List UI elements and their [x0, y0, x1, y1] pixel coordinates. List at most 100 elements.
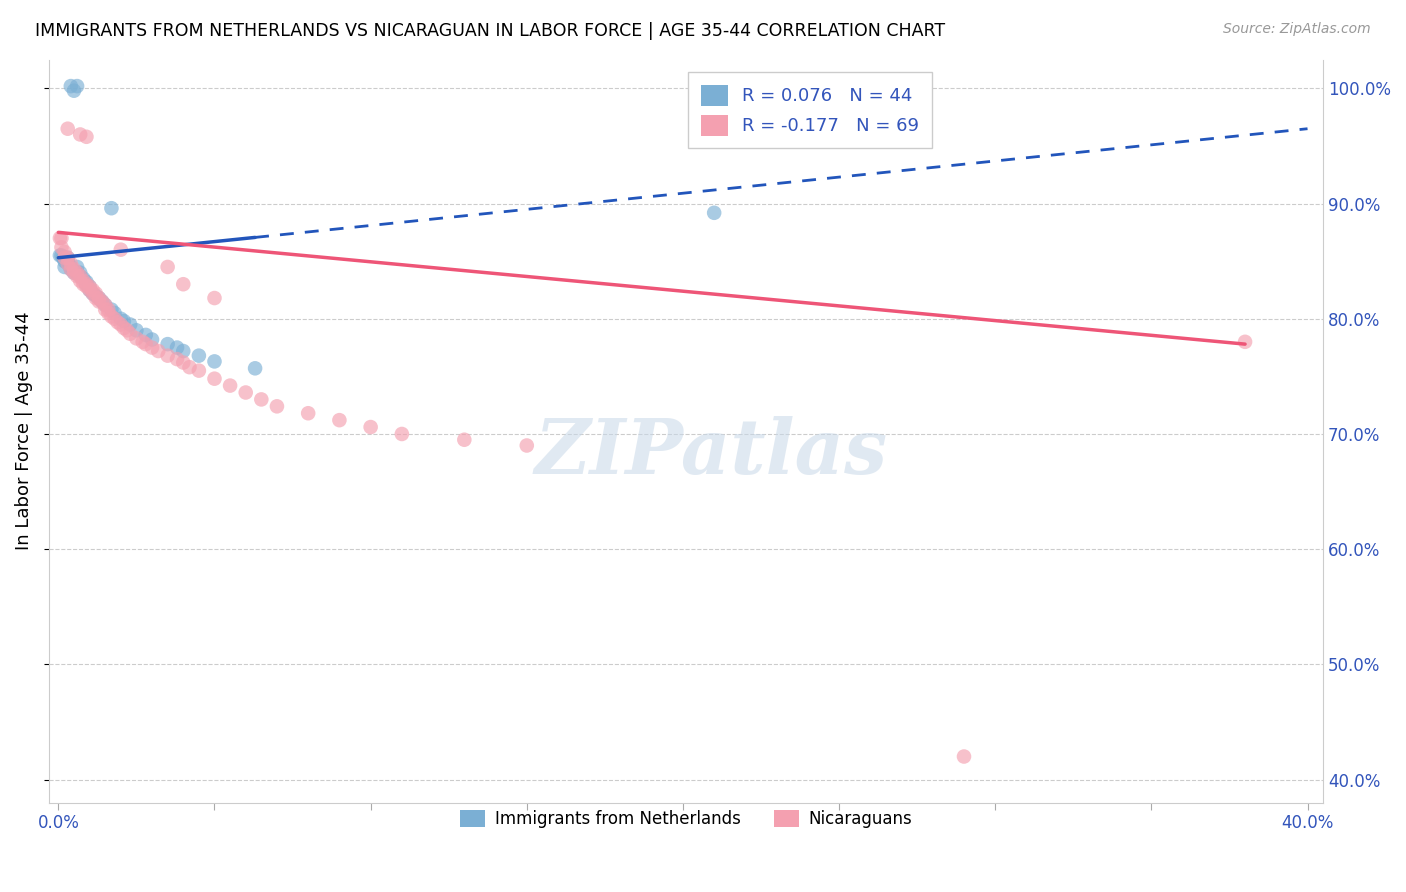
Point [120, 326, 142, 341]
Point [72, 274, 94, 288]
Point [59, 260, 82, 274]
Point [75, 275, 97, 289]
Point [59, 262, 82, 277]
Point [156, 260, 179, 274]
Point [135, 327, 157, 342]
Point [79, 283, 101, 297]
Point [69, 269, 91, 284]
Point [125, 323, 148, 337]
Point [187, 363, 209, 377]
Point [72, 277, 94, 292]
Point [66, 79, 89, 94]
Point [56, 121, 79, 136]
Point [453, 433, 475, 447]
Point [94, 302, 117, 317]
Point [59, 256, 82, 270]
Point [75, 277, 97, 292]
Point [79, 279, 101, 293]
Point [1234, 334, 1257, 349]
Point [107, 315, 129, 329]
Point [219, 378, 242, 392]
Point [172, 344, 194, 359]
Point [49, 248, 72, 262]
Point [166, 341, 188, 355]
Point [59, 79, 82, 94]
Point [172, 277, 194, 292]
Point [82, 286, 104, 301]
Point [72, 271, 94, 285]
Point [266, 400, 288, 414]
Point [56, 254, 79, 268]
Point [166, 352, 188, 367]
Point [100, 201, 122, 215]
Point [120, 318, 142, 332]
Point [63, 266, 86, 280]
Point [391, 427, 413, 442]
Point [156, 337, 179, 351]
Point [115, 323, 138, 337]
Point [125, 331, 148, 345]
Point [49, 231, 72, 245]
Point [69, 266, 91, 280]
Point [91, 294, 114, 309]
Point [56, 251, 79, 265]
Point [56, 256, 79, 270]
Point [187, 349, 209, 363]
Point [56, 251, 79, 265]
Text: IMMIGRANTS FROM NETHERLANDS VS NICARAGUAN IN LABOR FORCE | AGE 35-44 CORRELATION: IMMIGRANTS FROM NETHERLANDS VS NICARAGUA… [35, 22, 945, 40]
Point [66, 266, 89, 280]
Point [112, 314, 135, 328]
Point [79, 283, 101, 297]
Point [66, 266, 89, 280]
Point [75, 129, 97, 144]
Point [110, 318, 132, 332]
Point [51, 231, 73, 245]
Point [79, 279, 101, 293]
Point [250, 392, 273, 407]
Point [51, 240, 73, 254]
Point [91, 294, 114, 309]
Point [141, 333, 163, 347]
Point [156, 349, 179, 363]
Point [100, 310, 122, 324]
Point [97, 306, 120, 320]
Point [63, 266, 86, 280]
Point [53, 244, 76, 259]
Point [63, 84, 86, 98]
Point [172, 355, 194, 369]
Point [56, 256, 79, 270]
Point [87, 294, 110, 309]
Point [52, 251, 75, 265]
Point [94, 298, 117, 312]
Point [69, 274, 91, 288]
Point [516, 438, 538, 452]
Point [112, 321, 135, 335]
Y-axis label: In Labor Force | Age 35-44: In Labor Force | Age 35-44 [15, 312, 32, 550]
Point [110, 243, 132, 257]
Point [100, 302, 122, 317]
Point [97, 302, 120, 317]
Point [51, 248, 73, 262]
Point [63, 262, 86, 277]
Point [328, 413, 350, 427]
Point [53, 251, 76, 265]
Point [75, 277, 97, 292]
Point [703, 206, 725, 220]
Point [53, 260, 76, 274]
Point [148, 344, 170, 359]
Point [66, 260, 89, 274]
Point [297, 406, 319, 420]
Point [53, 254, 76, 268]
Point [66, 269, 89, 284]
Point [87, 291, 110, 305]
Point [953, 749, 976, 764]
Point [131, 334, 153, 349]
Point [103, 311, 125, 326]
Text: Source: ZipAtlas.com: Source: ZipAtlas.com [1223, 22, 1371, 37]
Point [75, 279, 97, 293]
Point [82, 286, 104, 301]
Point [69, 128, 91, 142]
Point [94, 298, 117, 312]
Point [84, 289, 107, 303]
Point [87, 291, 110, 305]
